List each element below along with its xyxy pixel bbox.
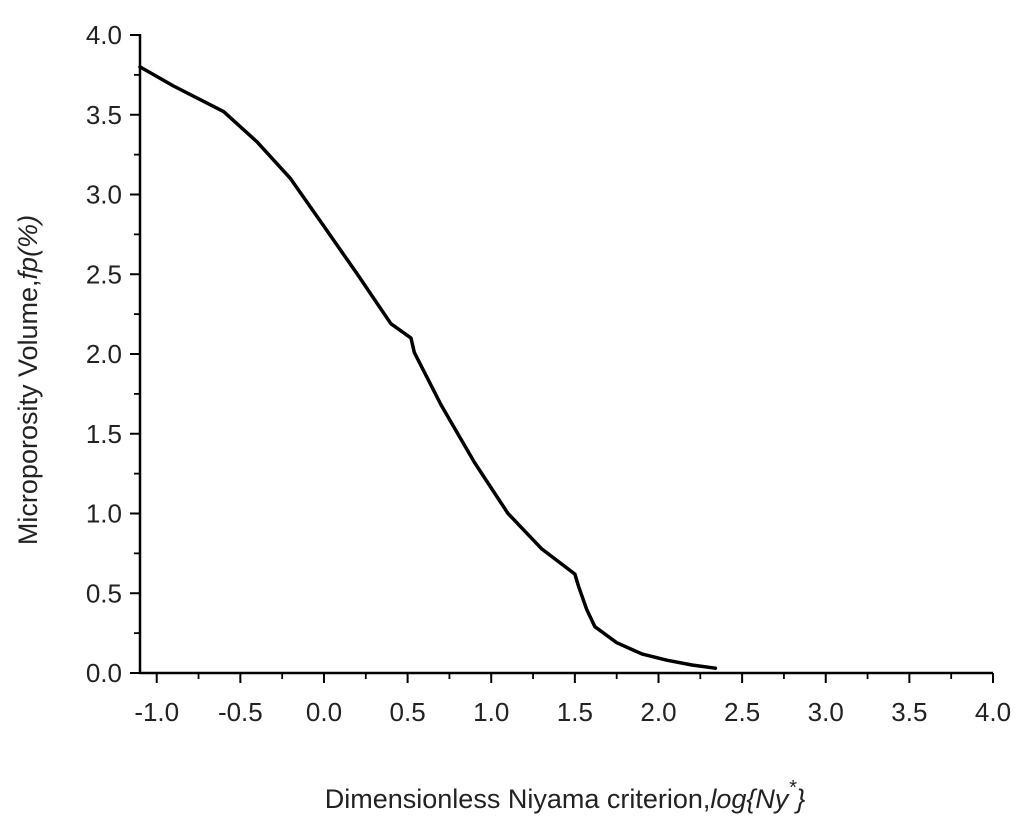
x-axis-title-formula: log{Ny: [710, 784, 790, 814]
y-tick-label: 3.0: [86, 180, 122, 210]
x-axis-title: Dimensionless Niyama criterion,log{Ny*}: [325, 777, 806, 814]
x-tick-label: 2.5: [724, 697, 760, 727]
x-tick-label: -0.5: [218, 697, 263, 727]
x-axis-title-superscript: *: [788, 777, 797, 799]
x-tick-label: 1.0: [473, 697, 509, 727]
x-tick-label: 0.5: [390, 697, 426, 727]
y-axis-title-symbol: fp(%): [13, 215, 43, 280]
y-tick-label: 1.5: [86, 419, 122, 449]
series-layer: [138, 65, 718, 670]
y-axis-title-text: Microporosity Volume,: [13, 279, 43, 545]
y-tick-label: 0.0: [86, 658, 122, 688]
x-axis-title-text: Dimensionless Niyama criterion,: [325, 784, 711, 814]
y-tick-label: 4.0: [86, 20, 122, 50]
y-tick-label: 2.5: [86, 259, 122, 289]
tick-labels: -1.0 -0.5 0.0 0.5 1.0 1.5 2.0 2.5 3.0 3.5 4.0 0.0 0.…: [86, 20, 1011, 727]
x-tick-label: 1.5: [557, 697, 593, 727]
x-tick-label: 0.0: [306, 697, 342, 727]
x-tick-label: 3.5: [891, 697, 927, 727]
y-tick-label: 2.0: [86, 339, 122, 369]
y-tick-label: 0.5: [86, 578, 122, 608]
x-tick-label: -1.0: [134, 697, 179, 727]
x-axis-title-close: }: [793, 784, 805, 814]
y-tick-label: 3.5: [86, 100, 122, 130]
y-axis-title: Microporosity Volume,fp(%): [13, 215, 43, 545]
x-tick-label: 4.0: [975, 697, 1011, 727]
ticks: [130, 34, 994, 683]
y-tick-label: 1.0: [86, 499, 122, 529]
series-line: [138, 65, 718, 670]
x-tick-label: 2.0: [640, 697, 676, 727]
x-tick-label: 3.0: [808, 697, 844, 727]
axes: [138, 34, 993, 675]
